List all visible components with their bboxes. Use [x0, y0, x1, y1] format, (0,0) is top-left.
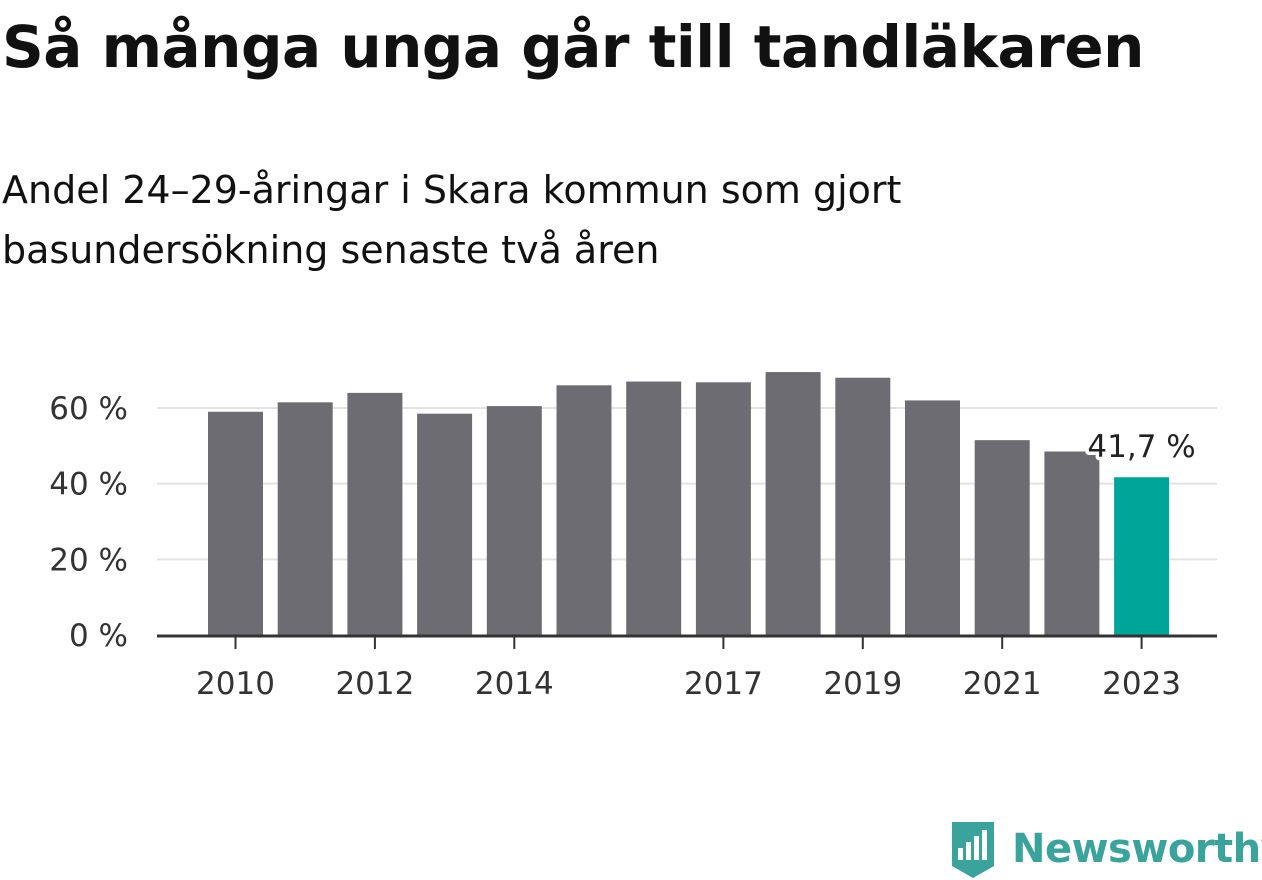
- x-tick-label: 2010: [196, 666, 275, 702]
- brand-name: Newsworthy: [1012, 826, 1262, 872]
- chart-title: Så många unga går till tandläkaren: [2, 13, 1144, 81]
- bar-2018: [765, 372, 821, 635]
- y-tick-label: 0 %: [69, 618, 128, 654]
- y-tick-label: 40 %: [49, 467, 128, 503]
- x-tick-label: 2023: [1102, 666, 1181, 702]
- bar-2023: [1114, 477, 1170, 635]
- x-tick-label: 2012: [335, 666, 414, 702]
- bars: [208, 372, 1170, 635]
- bar-2013: [417, 413, 473, 635]
- bar-2019: [835, 377, 891, 635]
- bar-2022: [1044, 451, 1100, 635]
- y-tick-label: 20 %: [49, 542, 128, 578]
- grid-lines: [157, 407, 1217, 561]
- bar-2021: [974, 440, 1030, 635]
- bar-2020: [905, 400, 960, 635]
- bar-2011: [277, 402, 333, 635]
- newsworthy-logo-icon: [952, 822, 994, 878]
- bar-2014: [486, 406, 542, 635]
- labels: 0 % 20 % 40 % 60 % 2010 2012 2014 2017 2019 2021 2…: [49, 391, 1199, 702]
- x-tick-label: 2014: [475, 666, 554, 702]
- y-tick-label: 60 %: [49, 391, 128, 427]
- annotation-halo: 41,7 %: [1087, 429, 1195, 465]
- bar-2017: [695, 382, 751, 635]
- bar-chart: 0 % 20 % 40 % 60 % 2010 2012 2014 2017 2019 2021 2…: [49, 372, 1217, 702]
- newsworthy-logo: Newsworthy: [948, 818, 1262, 880]
- x-tick-label: 2019: [823, 666, 902, 702]
- axes: [157, 634, 1217, 649]
- value-annotation: 41,7 %: [1087, 429, 1195, 465]
- bar-2010: [208, 411, 263, 635]
- chart-subtitle: Andel 24–29-åringar i Skara kommun som g…: [2, 168, 902, 272]
- x-tick-label: 2017: [684, 666, 763, 702]
- bar-2012: [347, 392, 403, 635]
- x-tick-label: 2021: [963, 666, 1042, 702]
- bar-2016: [626, 381, 682, 635]
- bar-2015: [556, 385, 612, 635]
